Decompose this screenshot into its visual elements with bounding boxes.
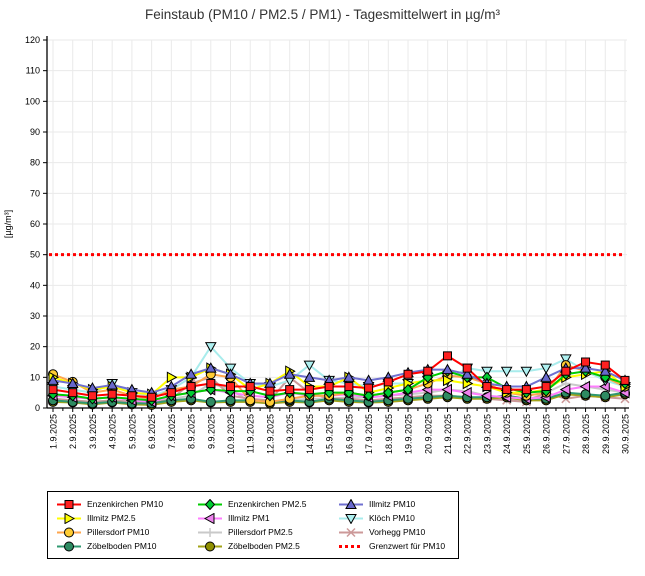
legend-label-illmitz-pm2-5: Illmitz PM2.5: [87, 512, 136, 523]
pillersdorf-pm10-legend-marker-icon: [57, 527, 81, 537]
legend-item-illmitz-pm2-5: Illmitz PM2.5: [56, 512, 197, 524]
x-tick-label: 21.9.2025: [443, 414, 453, 454]
legend-item-pillersdorf-pm10: Pillersdorf PM10: [56, 527, 197, 538]
pillersdorf-pm2-5-legend-marker-icon: [198, 527, 222, 537]
x-tick-label: 8.9.2025: [187, 414, 197, 449]
series-line-illmitz-pm10: [52, 367, 626, 394]
legend-label-enzenkirchen-pm2-5: Enzenkirchen PM2.5: [228, 498, 307, 509]
legend-item-vorhegg-pm10: Vorhegg PM10: [338, 527, 458, 538]
x-tick-label: 12.9.2025: [265, 414, 275, 454]
x-tick-label: 24.9.2025: [502, 414, 512, 454]
x-tick-label: 18.9.2025: [384, 414, 394, 454]
legend-label-pillersdorf-pm2-5: Pillersdorf PM2.5: [228, 526, 293, 537]
x-tick-label: 27.9.2025: [561, 414, 571, 454]
gridlines: [47, 39, 627, 408]
x-tick-label: 15.9.2025: [325, 414, 335, 454]
y-tick-label: 60: [30, 219, 40, 229]
legend-label-illmitz-pm10: Illmitz PM10: [369, 498, 416, 509]
enzenkirchen-pm2-5-legend-marker-icon: [198, 498, 222, 510]
x-tick-label: 23.9.2025: [482, 414, 492, 454]
x-tick-label: 14.9.2025: [305, 414, 315, 454]
legend-item-illmitz-pm1: Illmitz PM1: [197, 512, 338, 524]
x-tick-label: 30.9.2025: [621, 414, 631, 454]
x-tick-label: 10.9.2025: [226, 414, 236, 454]
illmitz-pm1-legend-marker-icon: [198, 512, 222, 524]
y-tick-label: 80: [30, 158, 40, 168]
x-tick-label: 3.9.2025: [88, 414, 98, 449]
x-tick-label: 1.9.2025: [49, 414, 59, 449]
vorhegg-pm10-legend-marker-icon: [339, 527, 363, 537]
x-tick-label: 7.9.2025: [167, 414, 177, 449]
chart-plot-area: 0 10 20 30 40 50 60 70 80 90 100 110 120 1.9.2025 2.9.…: [3, 35, 632, 454]
legend-label-grenzwert-fuer-pm10: Grenzwert für PM10: [369, 540, 446, 551]
x-tick-label: 11.9.2025: [246, 414, 256, 453]
legend-item-grenzwert-fuer-pm10: Grenzwert für PM10: [338, 541, 458, 552]
y-tick-label: 0: [35, 403, 40, 413]
y-tick-label: 120: [25, 35, 40, 45]
y-tick-label: 50: [30, 250, 40, 260]
legend-item-zoebelboden-pm10: Zöbelboden PM10: [56, 541, 197, 552]
legend-item-zoebelboden-pm2-5: Zöbelboden PM2.5: [197, 541, 338, 552]
x-axis-tick-labels: 1.9.2025 2.9.2025 3.9.2025 4.9.2025 5.9.2025…: [49, 414, 631, 454]
legend-label-zoebelboden-pm2-5: Zöbelboden PM2.5: [228, 540, 300, 551]
y-tick-label: 100: [25, 96, 40, 106]
x-tick-label: 26.9.2025: [542, 414, 552, 454]
x-tick-label: 2.9.2025: [68, 414, 78, 449]
x-tick-label: 6.9.2025: [147, 414, 157, 449]
x-tick-label: 16.9.2025: [344, 414, 354, 454]
chart-legend: Enzenkirchen PM10 Enzenkirchen PM2.5 Illmi…: [47, 491, 459, 559]
enzenkirchen-pm10-legend-marker-icon: [57, 499, 81, 509]
y-tick-label: 70: [30, 188, 40, 198]
kloech-pm10-legend-marker-icon: [339, 513, 363, 524]
y-tick-label: 10: [30, 372, 40, 382]
legend-item-illmitz-pm10: Illmitz PM10: [338, 498, 458, 510]
series-markers-enzenkirchen-pm10: [48, 351, 630, 402]
x-tick-label: 29.9.2025: [601, 414, 611, 454]
legend-label-vorhegg-pm10: Vorhegg PM10: [369, 526, 426, 537]
legend-label-zoebelboden-pm10: Zöbelboden PM10: [87, 540, 157, 551]
legend-item-kloech-pm10: Klöch PM10: [338, 513, 458, 524]
x-tick-label: 13.9.2025: [285, 414, 295, 454]
x-tick-label: 20.9.2025: [423, 414, 433, 454]
x-tick-label: 25.9.2025: [522, 414, 532, 454]
legend-label-kloech-pm10: Klöch PM10: [369, 512, 415, 523]
legend-label-pillersdorf-pm10: Pillersdorf PM10: [87, 526, 150, 537]
zoebelboden-pm10-legend-marker-icon: [57, 541, 81, 551]
y-axis-title: [µg/m³]: [3, 210, 13, 238]
x-tick-label: 9.9.2025: [206, 414, 216, 449]
x-tick-label: 17.9.2025: [364, 414, 374, 454]
zoebelboden-pm2-5-legend-marker-icon: [198, 541, 222, 551]
chart-title: Feinstaub (PM10 / PM2.5 / PM1) - Tagesmi…: [145, 7, 500, 22]
x-tick-label: 28.9.2025: [581, 414, 591, 454]
illmitz-pm2-5-legend-marker-icon: [57, 512, 81, 524]
y-tick-label: 30: [30, 311, 40, 321]
y-tick-label: 40: [30, 280, 40, 290]
series-enzenkirchen-pm10: [48, 351, 630, 402]
y-tick-label: 20: [30, 342, 40, 352]
axes: [43, 36, 629, 412]
y-axis-tick-labels: 0 10 20 30 40 50 60 70 80 90 100 110 120: [25, 35, 40, 413]
x-tick-label: 22.9.2025: [463, 414, 473, 454]
illmitz-pm10-legend-marker-icon: [339, 498, 363, 509]
legend-item-enzenkirchen-pm2-5: Enzenkirchen PM2.5: [197, 498, 338, 510]
y-tick-label: 110: [26, 66, 40, 76]
legend-label-enzenkirchen-pm10: Enzenkirchen PM10: [87, 498, 164, 509]
grenzwert-dotted-line-icon: [339, 544, 363, 548]
x-tick-label: 5.9.2025: [127, 414, 137, 449]
y-tick-label: 90: [30, 127, 40, 137]
x-tick-label: 19.9.2025: [404, 414, 414, 454]
legend-item-pillersdorf-pm2-5: Pillersdorf PM2.5: [197, 527, 338, 538]
legend-label-illmitz-pm1: Illmitz PM1: [228, 512, 270, 523]
legend-item-enzenkirchen-pm10: Enzenkirchen PM10: [56, 499, 197, 510]
x-tick-label: 4.9.2025: [108, 414, 118, 449]
